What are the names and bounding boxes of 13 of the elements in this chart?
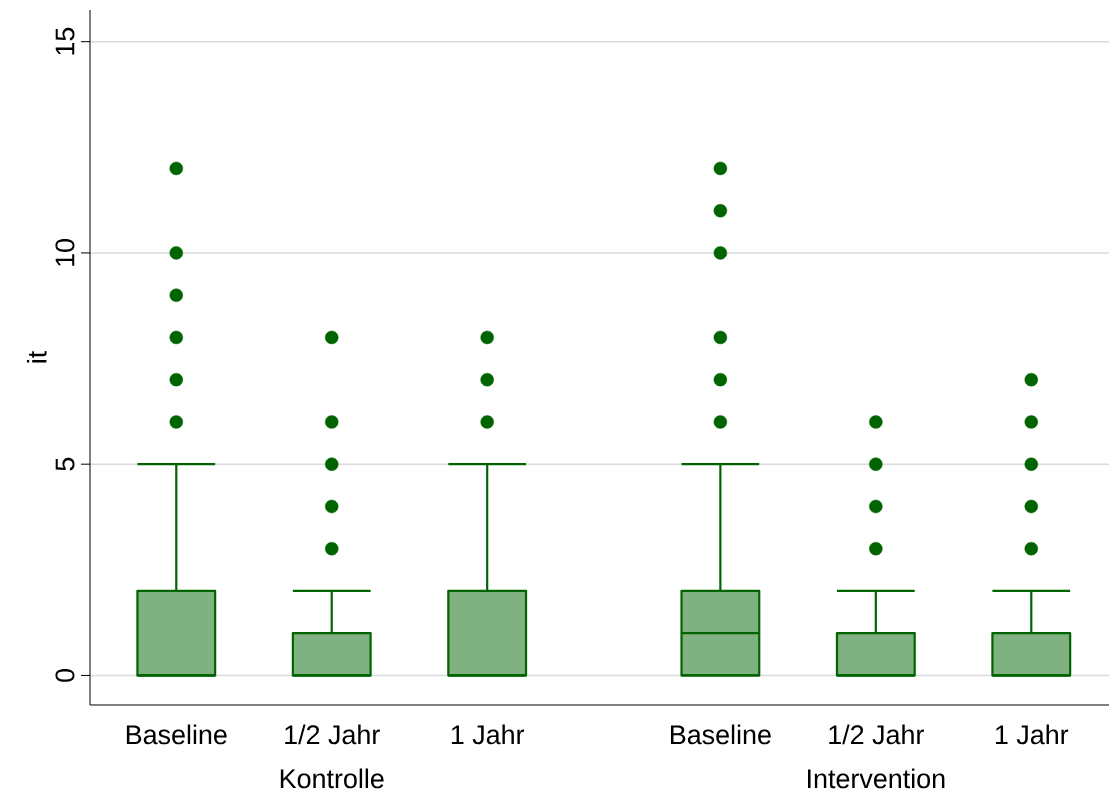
y-tick-label: 15 (55, 27, 75, 55)
y-tick-label: 5 (55, 457, 75, 471)
x-tick-label: 1/2 Jahr (285, 724, 380, 745)
text: Kontrolle (280, 768, 384, 789)
x-tick-label: Baseline (126, 724, 227, 745)
y-axis-title: it (26, 350, 47, 363)
y-tick-label: 10 (55, 239, 75, 266)
x-tick-label: 1 Jahr (451, 724, 525, 745)
x-tick-label: Baseline (670, 724, 771, 745)
y-tick-label: 0 (55, 669, 75, 682)
x-tick-label: 1/2 Jahr (829, 724, 924, 745)
text: Intervention (808, 768, 945, 789)
x-tick-label: 1 Jahr (995, 724, 1069, 745)
